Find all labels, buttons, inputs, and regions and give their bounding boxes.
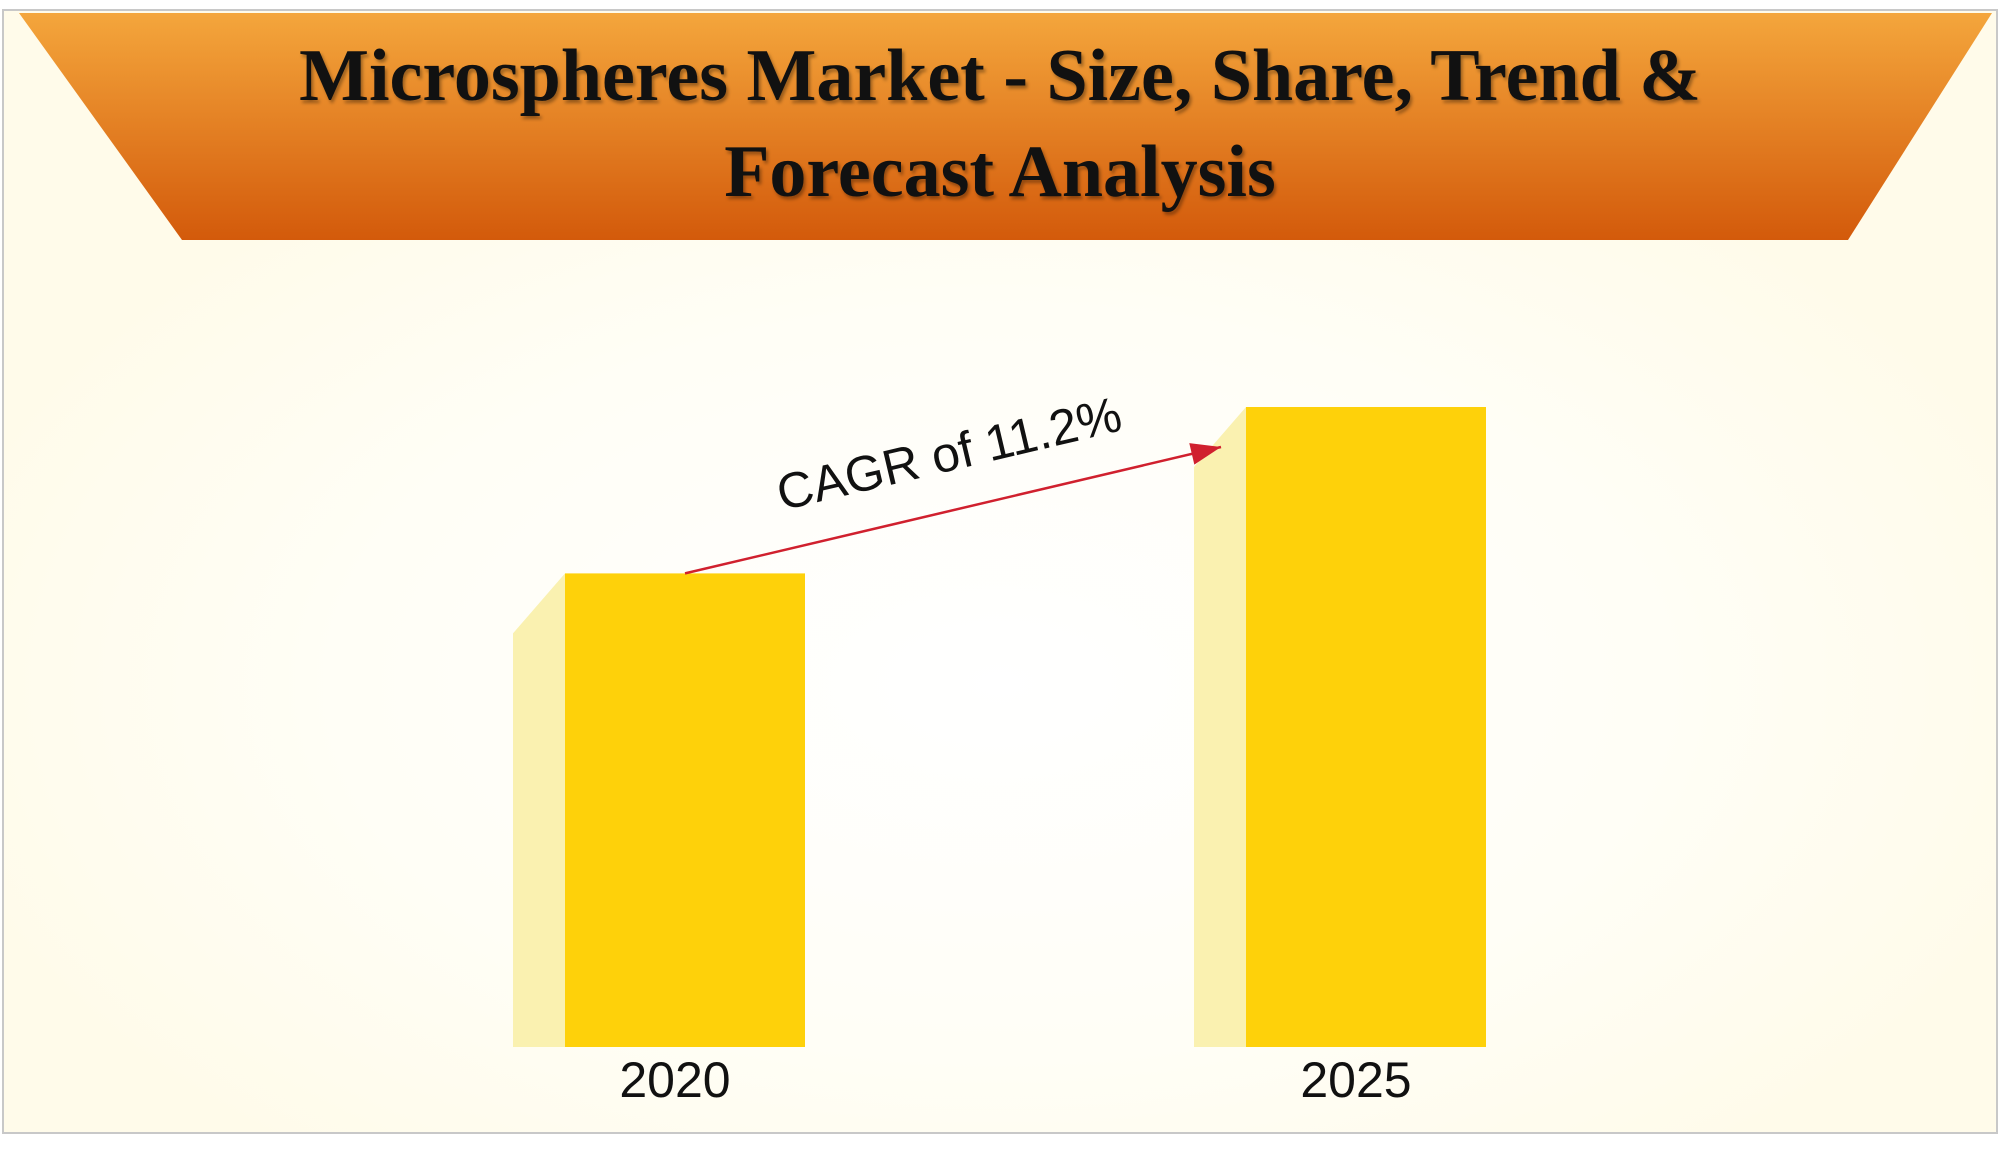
bar-side	[1194, 407, 1246, 1047]
bar-side	[513, 573, 565, 1047]
bar	[565, 573, 805, 1047]
arrow-head	[1189, 443, 1221, 465]
bar	[1246, 407, 1486, 1047]
title-banner	[19, 13, 1992, 240]
x-tick-label: 2025	[1300, 1052, 1411, 1108]
chart-title: Microspheres Market - Size, Share, Trend…	[299, 35, 1701, 213]
cagr-arrow	[684, 445, 1222, 575]
x-tick-label: 2020	[619, 1052, 730, 1108]
